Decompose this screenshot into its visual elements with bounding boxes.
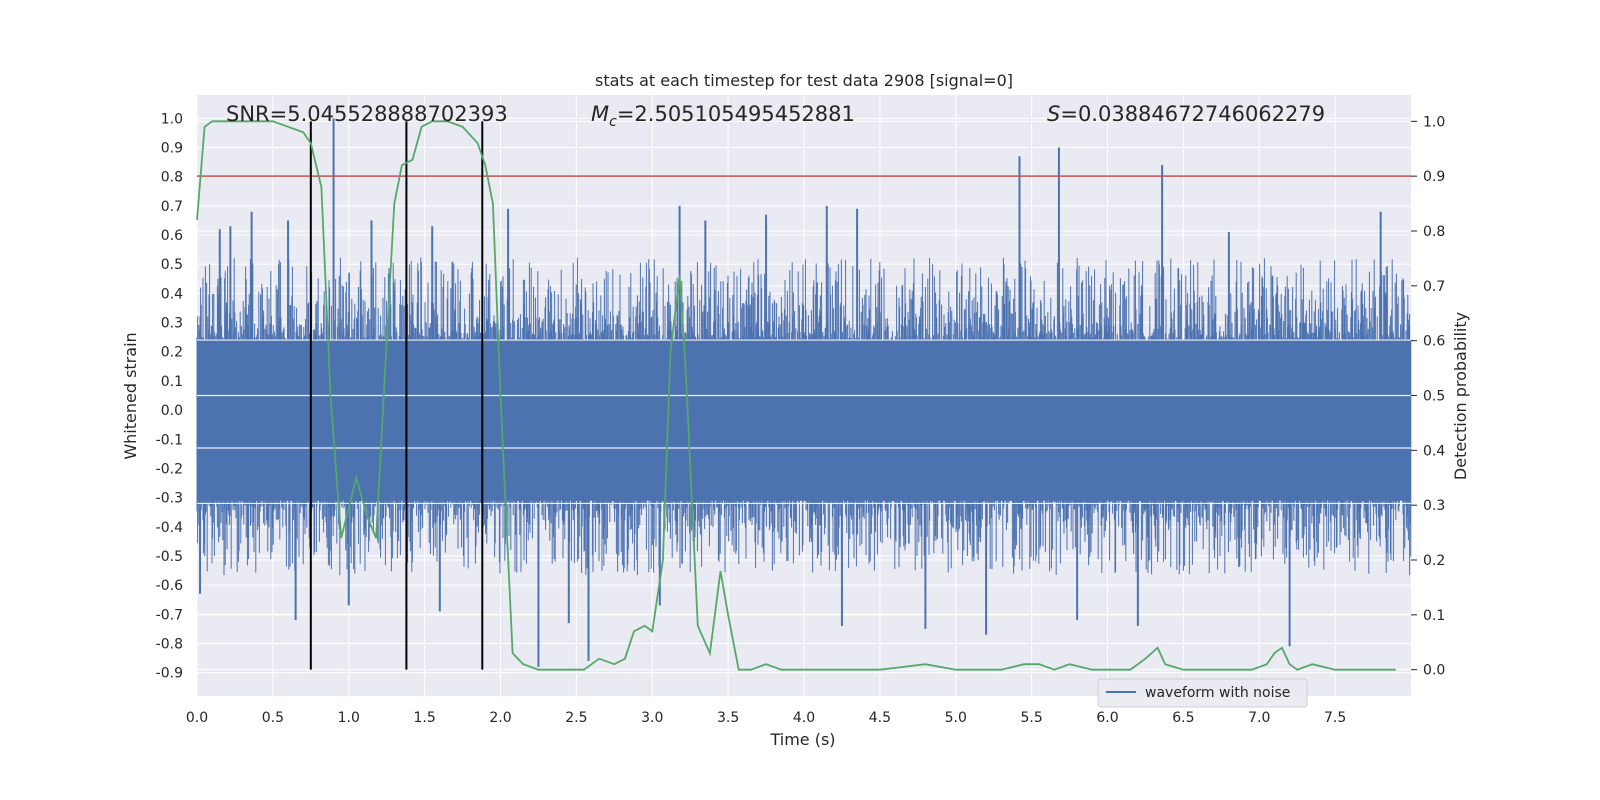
plot-content <box>196 118 1412 671</box>
y-tick-label: -0.3 <box>156 491 183 507</box>
y-axis-ticks: 1.0 0.9 0.8 0.7 0.6 0.5 0.4 0.3 0.2 0.1 0.0 -0.1 -0.… <box>156 111 183 681</box>
x-tick-label: 6.5 <box>1172 710 1194 726</box>
x-tick-label: 4.0 <box>793 710 815 726</box>
y-tick-label: -0.6 <box>156 578 183 594</box>
y2-tick-label: 0.3 <box>1423 498 1445 514</box>
x-tick-label: 7.0 <box>1248 710 1270 726</box>
y-tick-label: -0.8 <box>156 636 183 652</box>
y2-tick-label: 0.1 <box>1423 608 1445 624</box>
chart-title: stats at each timestep for test data 290… <box>595 71 1013 90</box>
y2-tick-label: 1.0 <box>1423 114 1445 130</box>
y-tick-label: 0.0 <box>161 403 183 419</box>
x-tick-label: 0.0 <box>186 710 208 726</box>
detection-probability-line <box>196 120 1396 671</box>
y2-tick-label: 0.0 <box>1423 663 1445 679</box>
y2-axis-ticks: 1.0 0.9 0.8 0.7 0.6 0.5 0.4 0.3 0.2 0.1 0.0 <box>1411 114 1445 679</box>
y-tick-label: -0.4 <box>156 520 183 536</box>
chirp-mass-annotation: Mc=2.505105495452881 <box>591 102 855 130</box>
y-tick-label: 0.7 <box>161 199 183 215</box>
s-symbol: S <box>1047 102 1060 126</box>
y-tick-label: 0.3 <box>161 316 183 332</box>
x-tick-label: 2.5 <box>565 710 587 726</box>
y-tick-label: 0.5 <box>161 257 183 273</box>
y-tick-label: 0.6 <box>161 228 183 244</box>
x-tick-label: 7.5 <box>1324 710 1346 726</box>
y2-tick-label: 0.5 <box>1423 389 1445 405</box>
y-tick-label: 0.4 <box>161 286 183 302</box>
x-tick-label: 3.5 <box>717 710 739 726</box>
chirp-mass-value: =2.505105495452881 <box>617 102 855 126</box>
legend: waveform with noise <box>1097 678 1308 708</box>
y2-axis-label: Detection probability <box>1451 312 1470 480</box>
x-tick-label: 0.5 <box>262 710 284 726</box>
y-tick-label: -0.2 <box>156 461 183 477</box>
chirp-mass-symbol: M <box>591 102 609 126</box>
chirp-mass-subscript: c <box>609 114 617 130</box>
x-tick-label: 2.0 <box>489 710 511 726</box>
snr-annotation: SNR=5.045528888702393 <box>226 102 508 126</box>
x-axis-ticks: 0.0 0.5 1.0 1.5 2.0 2.5 3.0 3.5 4.0 4.5 5.0 5.5 6.0 6… <box>186 710 1346 726</box>
x-tick-label: 5.0 <box>945 710 967 726</box>
y-tick-label: 1.0 <box>161 111 183 127</box>
y-tick-label: 0.2 <box>161 345 183 361</box>
x-tick-label: 4.5 <box>869 710 891 726</box>
s-value: =0.03884672746062279 <box>1060 102 1325 126</box>
y-tick-label: -0.9 <box>156 666 183 682</box>
y-tick-label: 0.9 <box>161 141 183 157</box>
x-tick-label: 6.0 <box>1096 710 1118 726</box>
y-axis-label: Whitened strain <box>121 332 140 459</box>
y2-tick-label: 0.6 <box>1423 334 1445 350</box>
s-annotation: S=0.03884672746062279 <box>1047 102 1325 126</box>
x-tick-label: 1.0 <box>338 710 360 726</box>
y2-tick-label: 0.2 <box>1423 553 1445 569</box>
legend-label: waveform with noise <box>1145 685 1290 701</box>
y-tick-label: -0.7 <box>156 607 183 623</box>
x-tick-label: 1.5 <box>413 710 435 726</box>
y2-tick-label: 0.4 <box>1423 443 1445 459</box>
y2-tick-label: 0.9 <box>1423 169 1445 185</box>
x-tick-label: 5.5 <box>1020 710 1042 726</box>
y2-tick-label: 0.8 <box>1423 224 1445 240</box>
waveform-core-band <box>197 340 1411 501</box>
legend-box <box>1097 678 1308 708</box>
y-tick-label: -0.5 <box>156 549 183 565</box>
x-tick-label: 3.0 <box>641 710 663 726</box>
y-tick-label: 0.8 <box>161 170 183 186</box>
x-axis-label: Time (s) <box>769 730 835 749</box>
y-tick-label: 0.1 <box>161 374 183 390</box>
y-tick-label: -0.1 <box>156 432 183 448</box>
y2-tick-label: 0.7 <box>1423 279 1445 295</box>
